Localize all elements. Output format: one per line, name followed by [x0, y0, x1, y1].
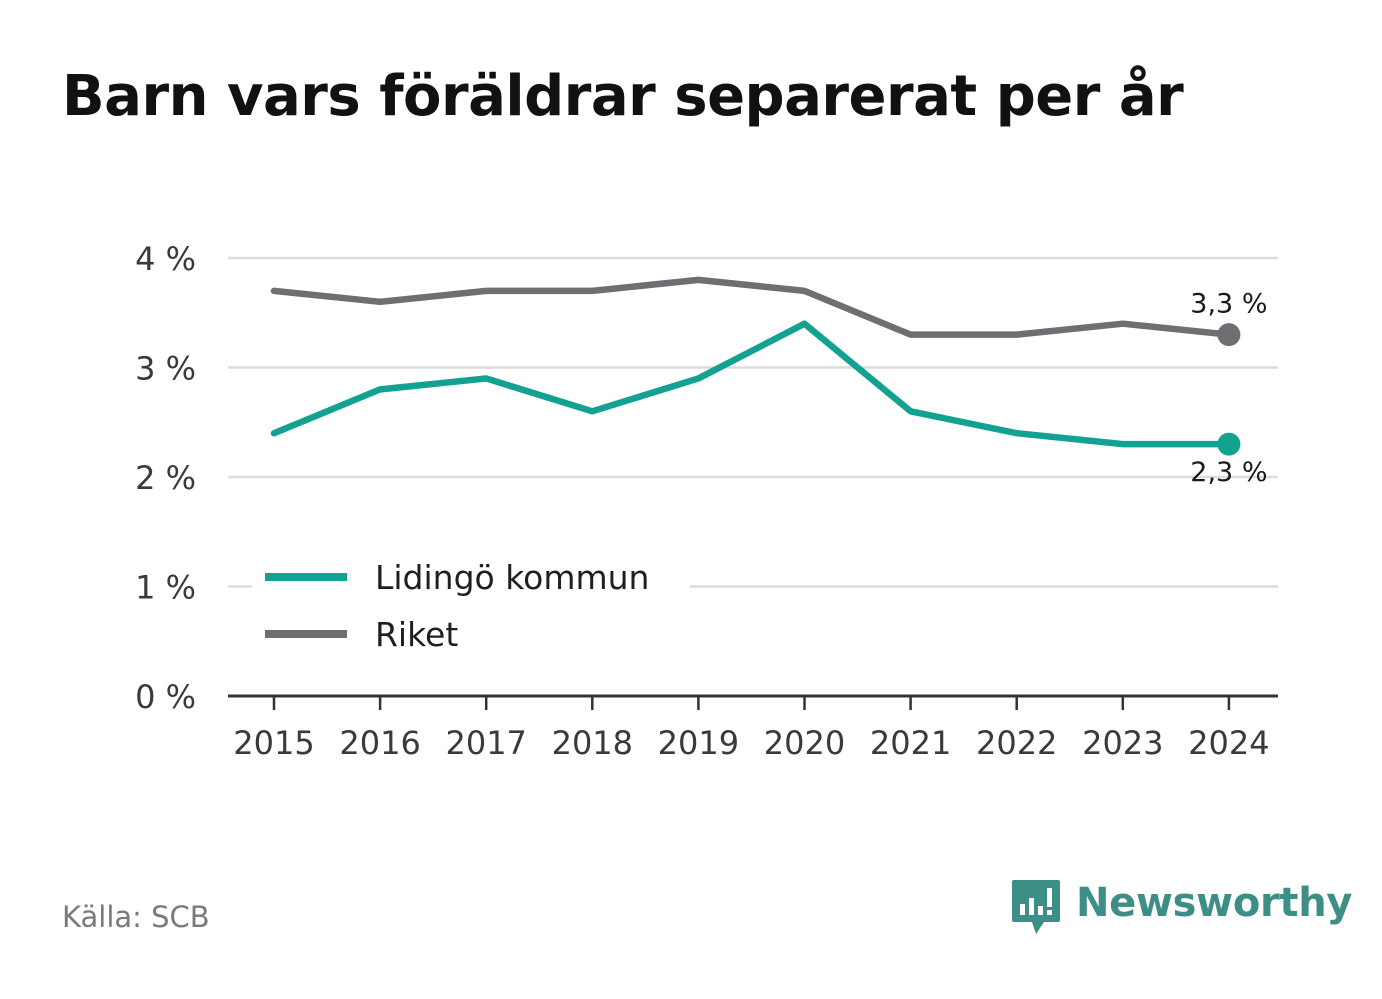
x-tick-label: 2018	[552, 724, 633, 762]
y-tick-label: 0 %	[135, 678, 196, 716]
x-tick-label: 2022	[976, 724, 1057, 762]
x-tick-label: 2019	[658, 724, 739, 762]
x-axis: 2015 2016 2017 2018 2019 2020 2021 2022 2023 2024	[228, 694, 1278, 762]
y-tick-label: 2 %	[135, 459, 196, 497]
x-tick-label: 2016	[339, 724, 420, 762]
y-tick-label: 3 %	[135, 350, 196, 388]
series-lines	[270, 276, 1241, 456]
series-endpoint-2	[1217, 323, 1241, 347]
y-axis-ticks: 0 % 1 % 2 % 3 % 4 %	[135, 240, 196, 716]
source-note: Källa: SCB	[62, 900, 210, 934]
chart-title: Barn vars föräldrar separerat per år	[62, 64, 1184, 129]
legend: Lidingö kommun Riket	[252, 552, 690, 672]
x-tick-label: 2024	[1188, 724, 1269, 762]
brand-logo[interactable]: Newsworthy	[1010, 878, 1353, 942]
series-line-1	[270, 320, 1233, 448]
newsworthy-chart-bubble-icon	[1012, 880, 1060, 934]
series-endpoint-1	[1217, 432, 1241, 456]
series-line-2	[270, 276, 1233, 338]
x-tick-label: 2017	[445, 724, 526, 762]
y-tick-label: 4 %	[135, 240, 196, 278]
gridlines	[228, 256, 1278, 588]
y-tick-label: 1 %	[135, 569, 196, 607]
x-tick-label: 2020	[764, 724, 845, 762]
legend-label-2: Riket	[375, 615, 458, 654]
legend-label-1: Lidingö kommun	[375, 558, 649, 597]
end-labels: 2,3 % 3,3 %	[1190, 289, 1267, 489]
brand-name: Newsworthy	[1076, 880, 1353, 926]
x-tick-label: 2015	[233, 724, 314, 762]
x-tick-label: 2021	[870, 724, 951, 762]
end-label-1: 2,3 %	[1190, 457, 1267, 488]
end-label-2: 3,3 %	[1190, 289, 1267, 320]
legend-background	[252, 552, 690, 672]
x-tick-label: 2023	[1082, 724, 1163, 762]
